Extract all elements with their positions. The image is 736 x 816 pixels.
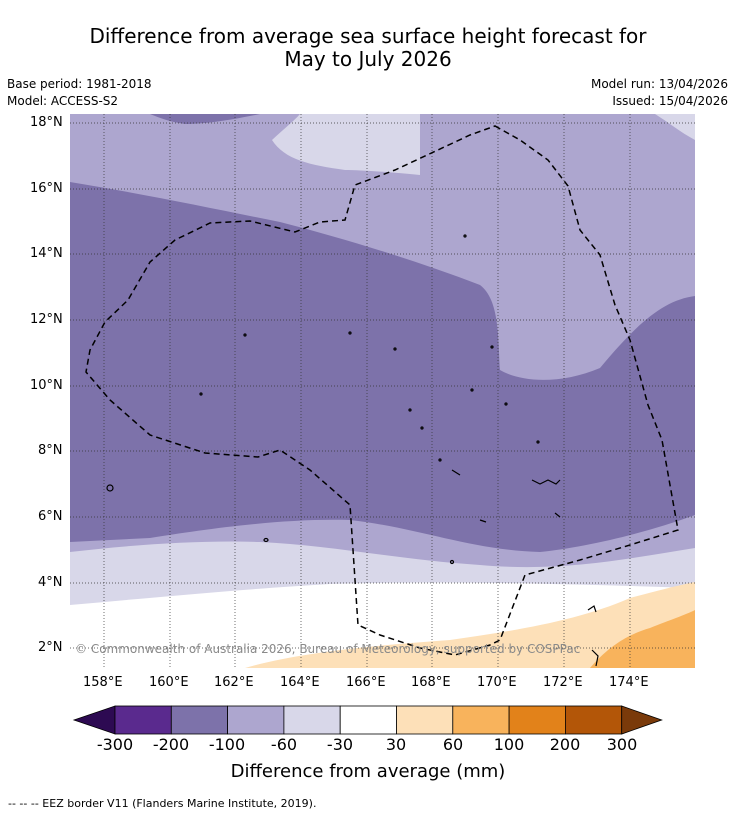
lat-label-12n: 12°N <box>30 312 63 327</box>
lon-label-162e: 162°E <box>214 675 254 690</box>
colorbar-swatch <box>114 705 172 735</box>
band-30-60 <box>245 582 695 668</box>
lon-label-172e: 172°E <box>543 675 583 690</box>
lon-label-168e: 168°E <box>411 675 451 690</box>
colorbar-swatch <box>339 705 397 735</box>
map-title-line1: Difference from average sea surface heig… <box>89 24 647 48</box>
model-run: Model run: 13/04/2026 <box>590 77 728 91</box>
colorbar-label-m300: -300 <box>96 735 134 754</box>
lat-label-6n: 6°N <box>38 509 63 524</box>
lat-label-14n: 14°N <box>30 246 63 261</box>
patch-light-topright <box>655 114 695 140</box>
eez-border <box>85 125 679 656</box>
lat-label-10n: 10°N <box>30 378 63 393</box>
lon-label-160e: 160°E <box>149 675 189 690</box>
colorbar-swatch <box>508 705 566 735</box>
colorbar-label-m30: -30 <box>326 735 354 754</box>
lat-label-4n: 4°N <box>38 575 63 590</box>
band-200-100 <box>70 182 695 552</box>
model-name: Model: ACCESS-S2 <box>7 94 119 108</box>
issued-date: Issued: 15/04/2026 <box>612 94 728 108</box>
copyright-notice: © Commonwealth of Australia 2026, Bureau… <box>75 642 581 656</box>
colorbar-arrow-low <box>72 705 116 735</box>
lon-label-166e: 166°E <box>346 675 386 690</box>
lat-label-16n: 16°N <box>30 181 63 196</box>
lon-label-174e: 174°E <box>609 675 649 690</box>
colorbar-label-m200: -200 <box>152 735 190 754</box>
colorbar-swatch <box>170 705 229 735</box>
eez-legend: -- -- -- EEZ border V11 (Flanders Marine… <box>8 797 317 810</box>
colorbar-label-m100: -100 <box>208 735 246 754</box>
colorbar-swatch <box>396 705 454 735</box>
map-title-line2: May to July 2026 <box>284 47 452 71</box>
colorbar-label-30: 30 <box>385 735 407 754</box>
colorbar-swatch <box>283 705 341 735</box>
base-period: Base period: 1981-2018 <box>7 77 152 91</box>
lat-label-8n: 8°N <box>38 443 63 458</box>
band-top-sliver <box>150 114 260 124</box>
gridlines <box>70 114 695 668</box>
colorbar-label-200: 200 <box>549 735 581 754</box>
colorbar-label-m60: -60 <box>270 735 298 754</box>
colorbar-swatch <box>227 705 285 735</box>
colorbar-label-100: 100 <box>493 735 525 754</box>
colorbar-arrow-high <box>621 705 663 735</box>
islands <box>106 234 599 667</box>
colorbar-swatch <box>565 705 623 735</box>
colorbar-title: Difference from average (mm) <box>230 761 506 782</box>
lon-label-158e: 158°E <box>83 675 123 690</box>
lon-label-164e: 164°E <box>280 675 320 690</box>
colorbar-label-60: 60 <box>442 735 464 754</box>
lat-label-2n: 2°N <box>38 640 63 655</box>
shading-layer <box>70 114 695 668</box>
colorbar-label-300: 300 <box>606 735 638 754</box>
lat-label-18n: 18°N <box>30 115 63 130</box>
patch-light-top <box>272 114 420 175</box>
lon-label-170e: 170°E <box>477 675 517 690</box>
colorbar <box>72 705 663 735</box>
colorbar-swatch <box>452 705 510 735</box>
band-60-100 <box>590 610 695 668</box>
